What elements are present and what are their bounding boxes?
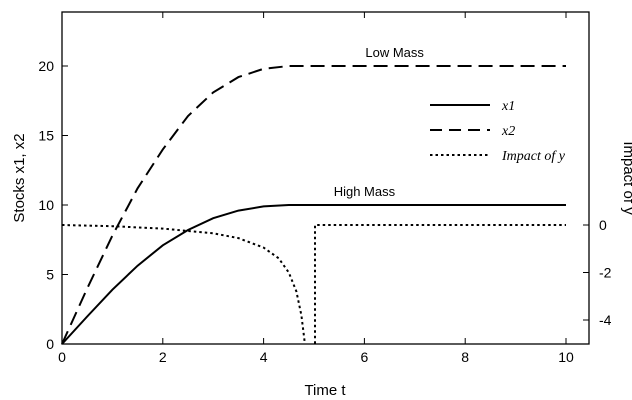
x-axis-title: Time t <box>304 382 346 399</box>
y-tick-label: 5 <box>46 267 54 283</box>
series-line-x2 <box>61 65 566 345</box>
legend-label: x1 <box>501 99 515 114</box>
y-axis-ticks: 0 5 10 15 20 <box>38 58 68 352</box>
series-line-impact-of-y <box>61 224 566 344</box>
y-tick-label: 10 <box>38 197 54 213</box>
annotations: Low Mass High Mass <box>334 45 425 199</box>
y-axis-title: Stocks x1, x2 <box>11 133 28 222</box>
y-tick-label: 15 <box>38 128 54 144</box>
x-axis-ticks: 0 2 4 6 8 10 <box>58 12 574 365</box>
legend-label: Impact of y <box>501 149 566 164</box>
x-tick-label: 8 <box>461 349 469 365</box>
y2-axis-title: Impact of y <box>620 141 632 215</box>
annotation-label: High Mass <box>334 184 396 199</box>
legend: x1 x2 Impact of y <box>430 99 566 164</box>
series-line-x1 <box>61 204 566 345</box>
annotation-label: Low Mass <box>365 45 424 60</box>
series-lines <box>61 65 566 345</box>
y2-tick-label: -2 <box>599 265 612 281</box>
y-tick-label: 0 <box>46 336 54 352</box>
legend-label: x2 <box>501 124 515 139</box>
y-tick-label: 20 <box>38 58 54 74</box>
y2-tick-label: 0 <box>599 217 607 233</box>
x-tick-label: 6 <box>361 349 369 365</box>
x-tick-label: 2 <box>159 349 167 365</box>
x-tick-label: 4 <box>260 349 268 365</box>
x-tick-label: 0 <box>58 349 66 365</box>
y2-axis-ticks: 0 -2 -4 <box>583 217 612 328</box>
plot-frame <box>61 11 590 345</box>
x-tick-label: 10 <box>558 349 574 365</box>
y2-tick-label: -4 <box>599 312 612 328</box>
